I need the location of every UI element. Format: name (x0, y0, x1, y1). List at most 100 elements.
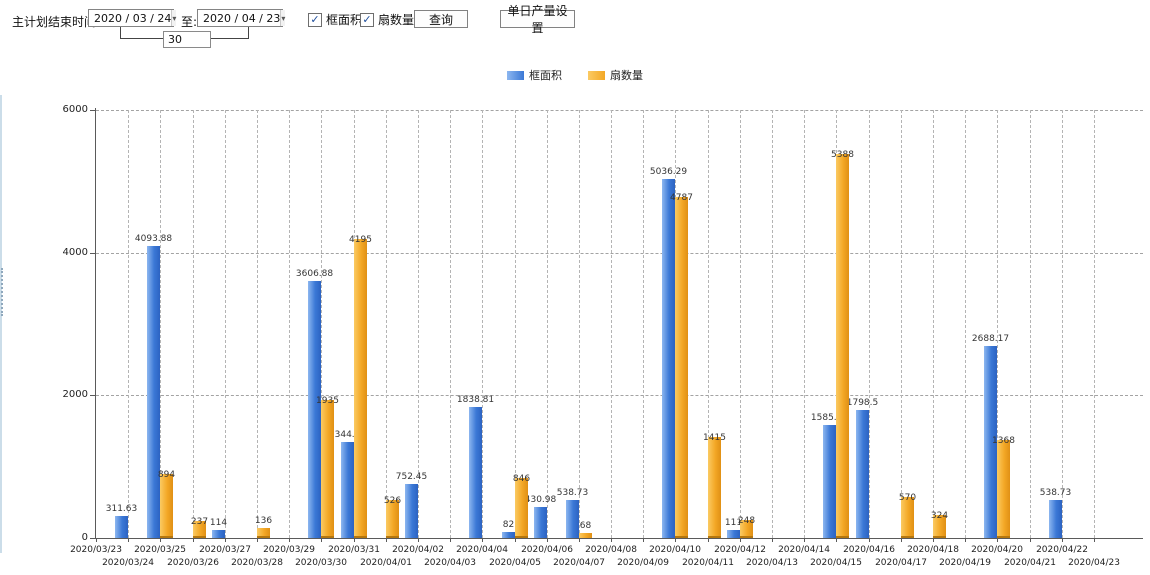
x-gridline (933, 110, 934, 538)
bar-frame-area (984, 346, 997, 538)
x-axis-tick (482, 538, 483, 542)
frame-area-checkbox[interactable]: ✓ 框面积 (308, 11, 362, 28)
bar-value-label: 1935 (316, 396, 339, 406)
bar-frame-area (115, 516, 128, 538)
x-gridline (386, 110, 387, 538)
x-axis-tick-label: 2020/04/10 (649, 545, 701, 555)
bar-value-label: 1838.81 (456, 395, 495, 405)
bar-value-label: 4093.88 (134, 234, 173, 244)
left-splitter-handle[interactable] (1, 268, 3, 316)
x-axis-tick-label: 2020/04/18 (907, 545, 959, 555)
to-label: 至: (181, 15, 198, 29)
days-count-input[interactable] (163, 31, 211, 48)
bar-frame-area (502, 532, 515, 538)
bar-fan-count (836, 154, 849, 538)
bar-fan-count (675, 197, 688, 538)
x-axis-tick (160, 538, 161, 542)
date-to-picker[interactable]: 2020 / 04 / 23 ▾ (197, 9, 286, 27)
bar-value-label: 324 (930, 511, 949, 521)
x-axis-tick-label: 2020/03/28 (231, 558, 283, 568)
bar-value-label: 526 (383, 496, 402, 506)
x-axis-tick-label: 2020/03/23 (70, 545, 122, 555)
x-axis-tick-label: 2020/04/12 (714, 545, 766, 555)
x-gridline (1030, 110, 1031, 538)
x-axis-tick (740, 538, 741, 542)
bar-value-label: 5036.29 (649, 167, 688, 177)
x-axis-tick (386, 538, 387, 542)
x-axis-tick (611, 538, 612, 542)
x-axis-tick-label: 2020/04/17 (875, 558, 927, 568)
x-gridline (997, 110, 998, 538)
query-button[interactable]: 查询 (414, 10, 468, 28)
bar-fan-count (579, 533, 592, 538)
x-axis-tick-label: 2020/04/22 (1036, 545, 1088, 555)
x-axis-tick (547, 538, 548, 542)
bar-frame-area (469, 407, 482, 538)
x-axis-tick (579, 538, 580, 542)
bar-value-label: 1368 (992, 436, 1015, 446)
bar-fan-count (321, 400, 334, 538)
x-gridline (482, 110, 483, 538)
x-gridline (547, 110, 548, 538)
bar-value-label: 237 (190, 517, 209, 527)
chevron-down-icon[interactable]: ▾ (280, 10, 286, 26)
x-axis-tick (1062, 538, 1063, 542)
x-axis-tick (225, 538, 226, 542)
x-axis-tick (289, 538, 290, 542)
y-axis-tick-label: 4000 (62, 247, 88, 258)
y-axis-tick-label: 2000 (62, 389, 88, 400)
bar-value-label: 894 (157, 470, 176, 480)
bar-value-label: 311.63 (105, 504, 138, 514)
x-gridline (804, 110, 805, 538)
x-axis-tick-label: 2020/03/31 (328, 545, 380, 555)
x-axis-tick-label: 2020/04/04 (456, 545, 508, 555)
chevron-down-icon[interactable]: ▾ (171, 10, 177, 26)
x-gridline (611, 110, 612, 538)
left-splitter[interactable] (0, 95, 2, 553)
y-gridline (96, 395, 1143, 396)
date-from-picker[interactable]: 2020 / 03 / 24 ▾ (88, 9, 177, 27)
x-gridline (740, 110, 741, 538)
x-axis-tick-label: 2020/04/13 (746, 558, 798, 568)
x-gridline (579, 110, 580, 538)
legend-item: 框面积 (507, 67, 562, 83)
x-axis-tick (804, 538, 805, 542)
bar-frame-area (405, 484, 418, 538)
chart-legend: 框面积 扇数量 (0, 67, 1150, 83)
x-axis-tick-label: 2020/04/01 (360, 558, 412, 568)
x-gridline (708, 110, 709, 538)
x-gridline (257, 110, 258, 538)
x-gridline (450, 110, 451, 538)
x-axis-tick (708, 538, 709, 542)
bar-fan-count (193, 521, 206, 538)
x-axis-tick (675, 538, 676, 542)
fan-count-checkbox-label: 扇数量 (378, 13, 415, 27)
x-axis-tick-label: 2020/04/15 (810, 558, 862, 568)
checkbox-checked-icon[interactable]: ✓ (360, 12, 374, 27)
bar-frame-area (212, 530, 225, 538)
date-to-value: 2020 / 04 / 23 (203, 11, 281, 25)
x-gridline (160, 110, 161, 538)
bar-fan-count (708, 437, 721, 538)
x-axis-tick (933, 538, 934, 542)
x-gridline (515, 110, 516, 538)
bar-frame-area (566, 500, 579, 538)
bar-value-label: 4195 (349, 235, 372, 245)
fan-count-checkbox[interactable]: ✓ 扇数量 (360, 11, 414, 28)
x-axis-tick-label: 2020/04/05 (489, 558, 541, 568)
x-axis-tick-label: 2020/04/02 (392, 545, 444, 555)
x-gridline (772, 110, 773, 538)
bar-frame-area (856, 410, 869, 538)
checkbox-checked-icon[interactable]: ✓ (308, 12, 322, 27)
bar-frame-area (308, 281, 321, 538)
x-axis-tick (354, 538, 355, 542)
x-gridline (901, 110, 902, 538)
bar-fan-count (901, 497, 914, 538)
x-axis-tick (643, 538, 644, 542)
x-axis-tick-label: 2020/04/03 (424, 558, 476, 568)
x-axis-tick-label: 2020/04/19 (939, 558, 991, 568)
legend-label: 框面积 (529, 69, 562, 82)
date-range-connector-right (207, 27, 249, 39)
bar-frame-area (823, 425, 836, 538)
